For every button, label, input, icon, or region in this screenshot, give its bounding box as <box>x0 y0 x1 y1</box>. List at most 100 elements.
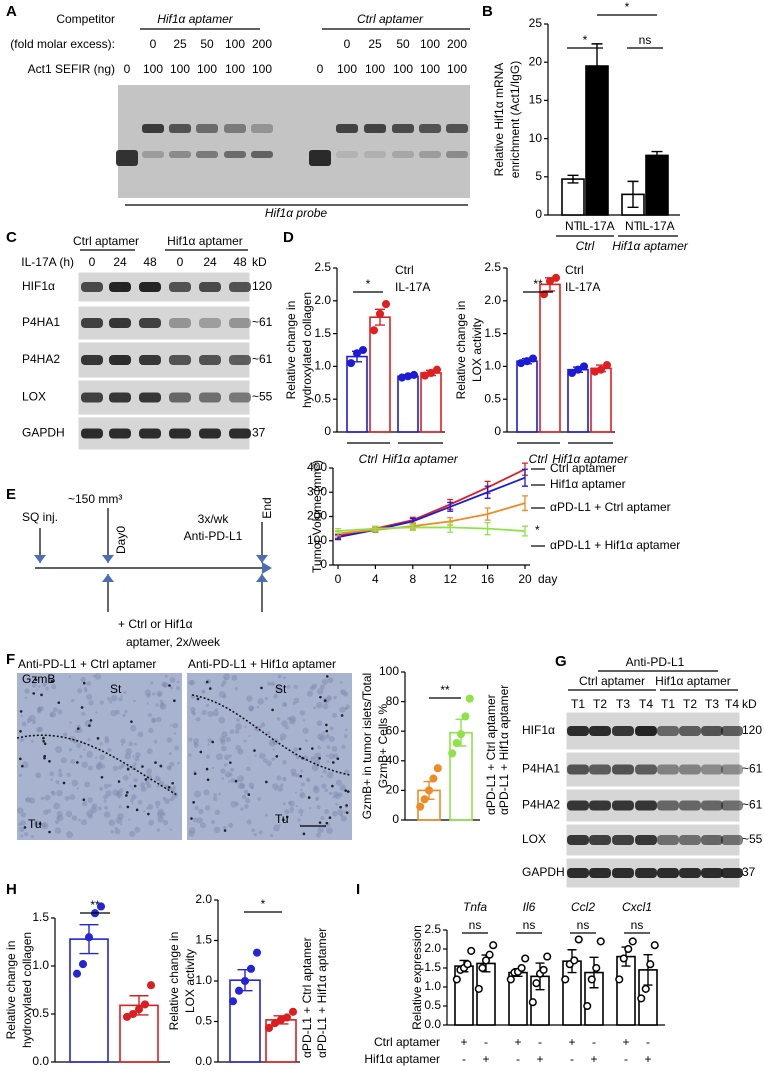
texture <box>326 745 331 750</box>
texture <box>224 771 232 778</box>
texture <box>118 765 123 770</box>
texture <box>282 760 287 765</box>
data-point <box>288 1007 298 1016</box>
texture <box>168 752 172 756</box>
stained-cell <box>48 760 51 763</box>
blot-band <box>635 800 657 811</box>
y-tick-label: 40 <box>386 753 400 767</box>
texture <box>281 720 288 727</box>
data-point <box>282 1013 292 1022</box>
error-bar <box>591 43 603 89</box>
blot-band <box>635 835 657 845</box>
stained-cell <box>167 786 171 789</box>
y-tick-label: 1.0 <box>424 979 441 993</box>
sefir-value: 100 <box>170 62 190 76</box>
row-mark: + <box>460 1035 467 1049</box>
stained-cell <box>190 817 193 820</box>
texture <box>151 717 157 723</box>
data-point <box>596 937 605 946</box>
texture <box>274 788 277 791</box>
texture <box>172 722 179 729</box>
texture <box>112 765 119 771</box>
texture <box>145 773 153 781</box>
arrow-head <box>102 574 114 582</box>
texture <box>28 714 36 722</box>
texture <box>56 789 63 797</box>
blot-band <box>139 392 161 403</box>
texture <box>317 827 324 834</box>
texture <box>340 815 347 822</box>
significance-label: ** <box>90 898 100 912</box>
stained-cell <box>340 714 344 717</box>
blot-band <box>679 726 701 736</box>
texture <box>192 712 196 716</box>
texture <box>188 737 193 742</box>
stained-cell <box>285 815 289 819</box>
stained-cell <box>265 780 268 784</box>
blot-band <box>721 835 743 845</box>
texture <box>290 810 293 814</box>
stained-cell <box>40 693 43 697</box>
lane-label: T3 <box>616 697 630 711</box>
texture <box>104 805 109 810</box>
texture <box>95 756 98 759</box>
texture <box>195 716 201 722</box>
texture <box>248 705 254 711</box>
y-tick-label: 1.0 <box>484 359 501 373</box>
gel-band <box>142 151 164 158</box>
blot-band <box>81 318 103 328</box>
texture <box>146 806 149 810</box>
texture <box>57 814 64 822</box>
texture <box>169 828 172 831</box>
texture <box>188 830 195 837</box>
texture <box>69 721 72 724</box>
data-point <box>615 975 624 984</box>
y-tick-label: 0.5 <box>32 1006 49 1020</box>
texture <box>116 790 120 794</box>
texture <box>315 798 318 801</box>
blot-band <box>199 282 221 292</box>
texture <box>146 748 153 755</box>
blot-band <box>109 392 131 403</box>
x-tick-label: 20 <box>518 572 532 586</box>
row-mark: - <box>570 1052 574 1066</box>
texture <box>68 748 73 752</box>
sefir-value: 100 <box>225 62 245 76</box>
texture <box>88 700 94 706</box>
texture <box>53 707 58 713</box>
y-tick-label: 20 <box>529 54 543 68</box>
stained-cell <box>325 675 329 678</box>
texture <box>162 812 166 816</box>
time-value: 24 <box>113 255 127 269</box>
texture <box>103 799 107 803</box>
legend-entry: αPD-L1 + Hif1α aptamer <box>497 685 511 815</box>
x-tick-label: 16 <box>481 572 495 586</box>
blot-band <box>567 726 589 736</box>
texture <box>224 677 227 680</box>
texture <box>264 813 268 817</box>
competitor-value: 200 <box>447 37 467 51</box>
texture <box>156 784 160 788</box>
texture <box>244 725 247 728</box>
stained-cell <box>323 699 327 702</box>
group-header: Ctrl aptamer <box>357 12 424 26</box>
y-tick-label: 1.0 <box>314 359 331 373</box>
texture <box>24 688 30 694</box>
texture <box>316 702 323 709</box>
y-tick-label: 15 <box>529 93 543 107</box>
image-label: St <box>275 682 287 696</box>
texture <box>36 688 39 691</box>
data-point <box>420 795 429 804</box>
blot-row-label: P4HA1 <box>522 762 560 776</box>
texture <box>332 810 338 817</box>
texture <box>316 805 321 810</box>
image-label: GzmB <box>22 672 55 686</box>
blot-band <box>139 428 161 439</box>
texture <box>162 819 169 826</box>
texture <box>98 761 103 766</box>
row-mark: - <box>516 1052 520 1066</box>
texture <box>310 756 316 762</box>
y-tick-label: 2.5 <box>314 260 331 274</box>
arrow-head <box>256 574 268 582</box>
texture <box>73 738 77 742</box>
